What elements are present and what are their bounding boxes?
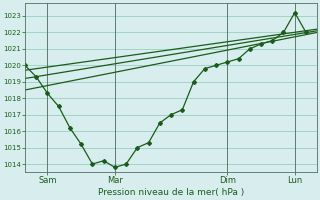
X-axis label: Pression niveau de la mer( hPa ): Pression niveau de la mer( hPa ) — [98, 188, 244, 197]
